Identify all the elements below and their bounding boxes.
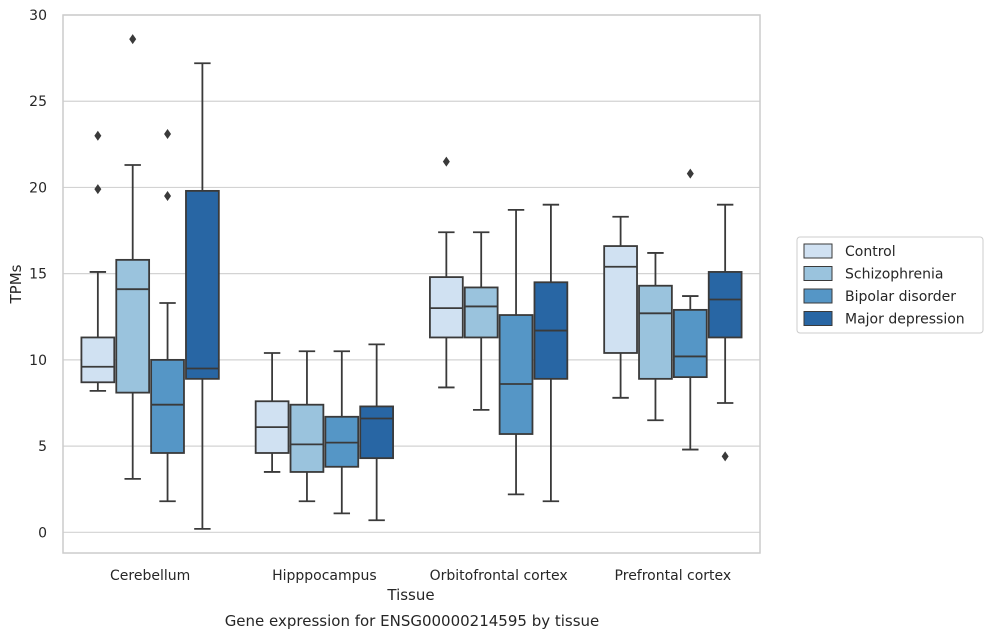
box-iqr	[185, 189, 220, 380]
legend-swatch	[803, 266, 833, 281]
box-control	[80, 130, 116, 392]
box-iqr	[80, 336, 116, 384]
box-schizophrenia	[115, 34, 151, 480]
x-axis-ticks: Cerebellum Hipppocampus Orbitofrontal cort…	[110, 568, 731, 584]
box-bipolar-disorder	[672, 168, 708, 451]
box-iqr	[603, 245, 638, 354]
legend-swatch	[803, 243, 833, 259]
legend-label: Control	[845, 244, 896, 260]
box-control	[254, 352, 290, 473]
legend-label: Schizophrenia	[845, 267, 943, 283]
outlier-point	[164, 191, 172, 202]
box-iqr	[463, 286, 499, 339]
box-iqr	[498, 314, 534, 435]
x-axis-label: Tissue	[386, 586, 434, 604]
box-iqr	[150, 358, 185, 454]
plot-frame	[62, 14, 761, 554]
y-axis-ticks: 0 5 10 15 20 25 30	[29, 8, 47, 541]
box-bipolar-disorder	[150, 128, 185, 503]
legend-frame	[796, 236, 984, 334]
box-iqr	[672, 308, 708, 379]
legend-swatch	[803, 288, 833, 304]
legend-label: Bipolar disorder	[845, 289, 956, 305]
outlier-point	[686, 168, 694, 179]
y-tick-label: 30	[29, 8, 47, 24]
box-bipolar-disorder	[324, 350, 360, 515]
figure-caption: Gene expression for ENSG00000214595 by t…	[225, 612, 600, 630]
boxes	[80, 34, 743, 530]
legend: Control Schizophrenia Bipolar disorder Majo…	[796, 236, 984, 334]
legend-label: Major depression	[845, 312, 965, 328]
box-schizophrenia	[289, 350, 325, 503]
box-major-depression	[707, 203, 743, 462]
y-tick-label: 5	[38, 439, 47, 455]
box-major-depression	[185, 62, 220, 530]
x-tick-label: Prefrontal cortex	[615, 568, 732, 584]
y-tick-label: 25	[29, 94, 47, 110]
box-control	[603, 215, 638, 399]
x-tick-label: Orbitofrontal cortex	[430, 568, 568, 584]
box-major-depression	[359, 343, 394, 522]
box-iqr	[359, 405, 394, 460]
y-tick-label: 10	[29, 353, 47, 369]
box-iqr	[707, 271, 743, 339]
y-tick-label: 15	[29, 267, 47, 283]
outlier-point	[442, 156, 450, 167]
y-tick-label: 20	[29, 180, 47, 196]
outlier-point	[94, 130, 102, 141]
box-iqr	[115, 258, 151, 394]
x-tick-label: Hipppocampus	[272, 568, 377, 584]
x-tick-label: Cerebellum	[110, 568, 190, 584]
box-schizophrenia	[638, 252, 673, 422]
outlier-point	[721, 451, 729, 462]
y-axis-label: TPMs	[7, 264, 25, 304]
box-iqr	[638, 284, 673, 380]
box-major-depression	[533, 203, 569, 503]
outlier-point	[94, 184, 102, 195]
box-schizophrenia	[463, 231, 499, 411]
box-bipolar-disorder	[498, 208, 534, 496]
plot-area	[63, 15, 760, 553]
outlier-point	[164, 128, 172, 139]
y-tick-label: 0	[38, 525, 47, 541]
box-control	[429, 156, 464, 389]
box-iqr	[289, 403, 325, 473]
outlier-point	[129, 34, 137, 45]
legend-swatch	[803, 311, 833, 326]
